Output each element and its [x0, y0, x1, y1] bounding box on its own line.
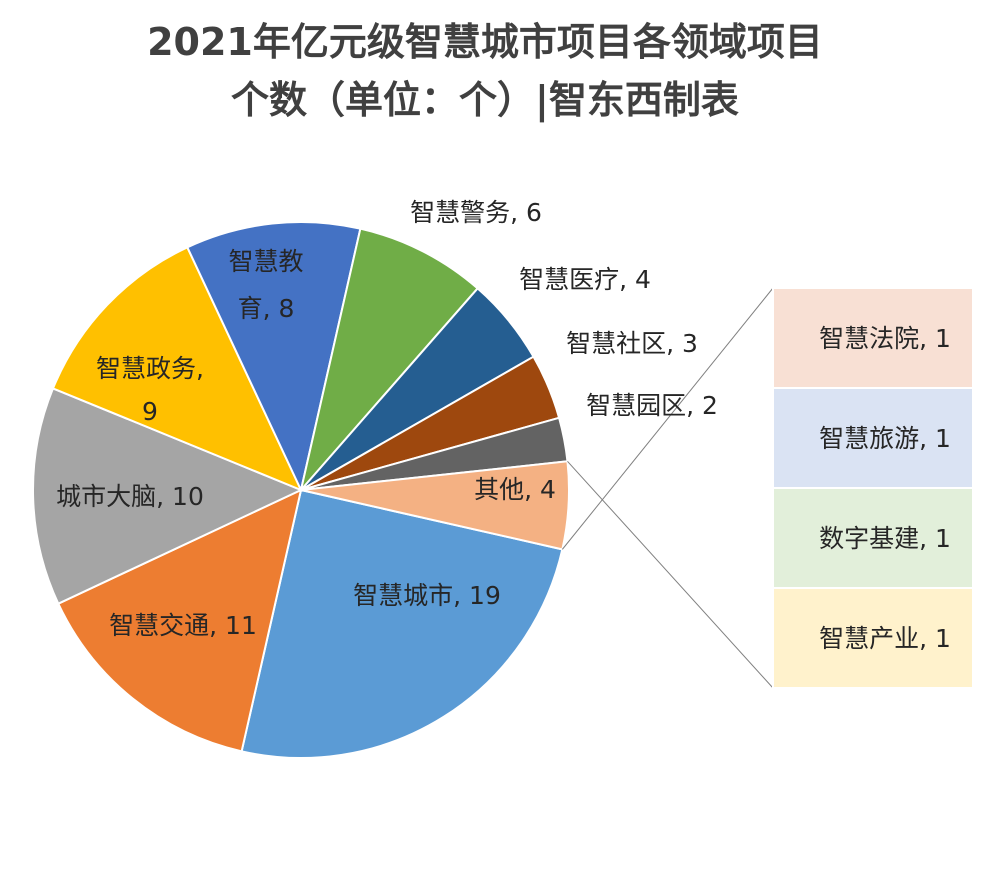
pie-slice-3 — [32, 387, 304, 605]
breakdown-bar — [772, 287, 974, 689]
breakdown-bar-segment-4 — [772, 587, 974, 689]
slice-data-label-4-line-1: 智慧政务, — [96, 354, 204, 383]
slice-data-label-8: 智慧社区, 3 — [566, 329, 698, 358]
breakdown-bar-segment-1 — [772, 287, 974, 389]
breakdown-data-label-1: 智慧法院, 1 — [819, 324, 951, 353]
breakdown-data-label-2: 智慧旅游, 1 — [819, 424, 951, 453]
slice-data-label-7: 智慧医疗, 4 — [519, 265, 651, 294]
pie-slice-2 — [56, 488, 303, 753]
slice-data-label-3: 城市大脑, 10 — [56, 482, 204, 511]
slice-data-label-1: 智慧城市, 19 — [353, 581, 501, 610]
slice-data-label-4-line-2: 9 — [142, 397, 158, 426]
slice-data-label-5-line-2: 育, 8 — [238, 294, 295, 323]
breakdown-bar-segment-3 — [772, 487, 974, 589]
pie-slice-5 — [186, 221, 362, 494]
breakdown-bar-segment-2 — [772, 387, 974, 489]
pie-slice-6 — [300, 227, 480, 491]
breakdown-data-label-4: 智慧产业, 1 — [819, 624, 951, 653]
breakdown-data-label-3: 数字基建, 1 — [819, 524, 951, 553]
connector-line-bottom — [567, 460, 774, 689]
slice-data-label-6: 智慧警务, 6 — [410, 198, 542, 227]
pie-slice-4 — [51, 245, 303, 492]
pie-slices — [32, 221, 570, 759]
connector-line-top — [561, 287, 774, 550]
pie-slice-1 — [240, 488, 564, 759]
connector-lines — [561, 287, 774, 689]
slice-data-label-9: 智慧园区, 2 — [586, 391, 718, 420]
slice-data-label-5-line-1: 智慧教 — [228, 247, 303, 276]
slice-data-label-2: 智慧交通, 11 — [109, 611, 257, 640]
chart-title-line-2: 个数（单位：个）|智东西制表 — [231, 78, 739, 123]
slice-data-label-10: 其他, 4 — [474, 475, 556, 504]
chart-title-line-1: 2021年亿元级智慧城市项目各领域项目 — [147, 20, 823, 64]
